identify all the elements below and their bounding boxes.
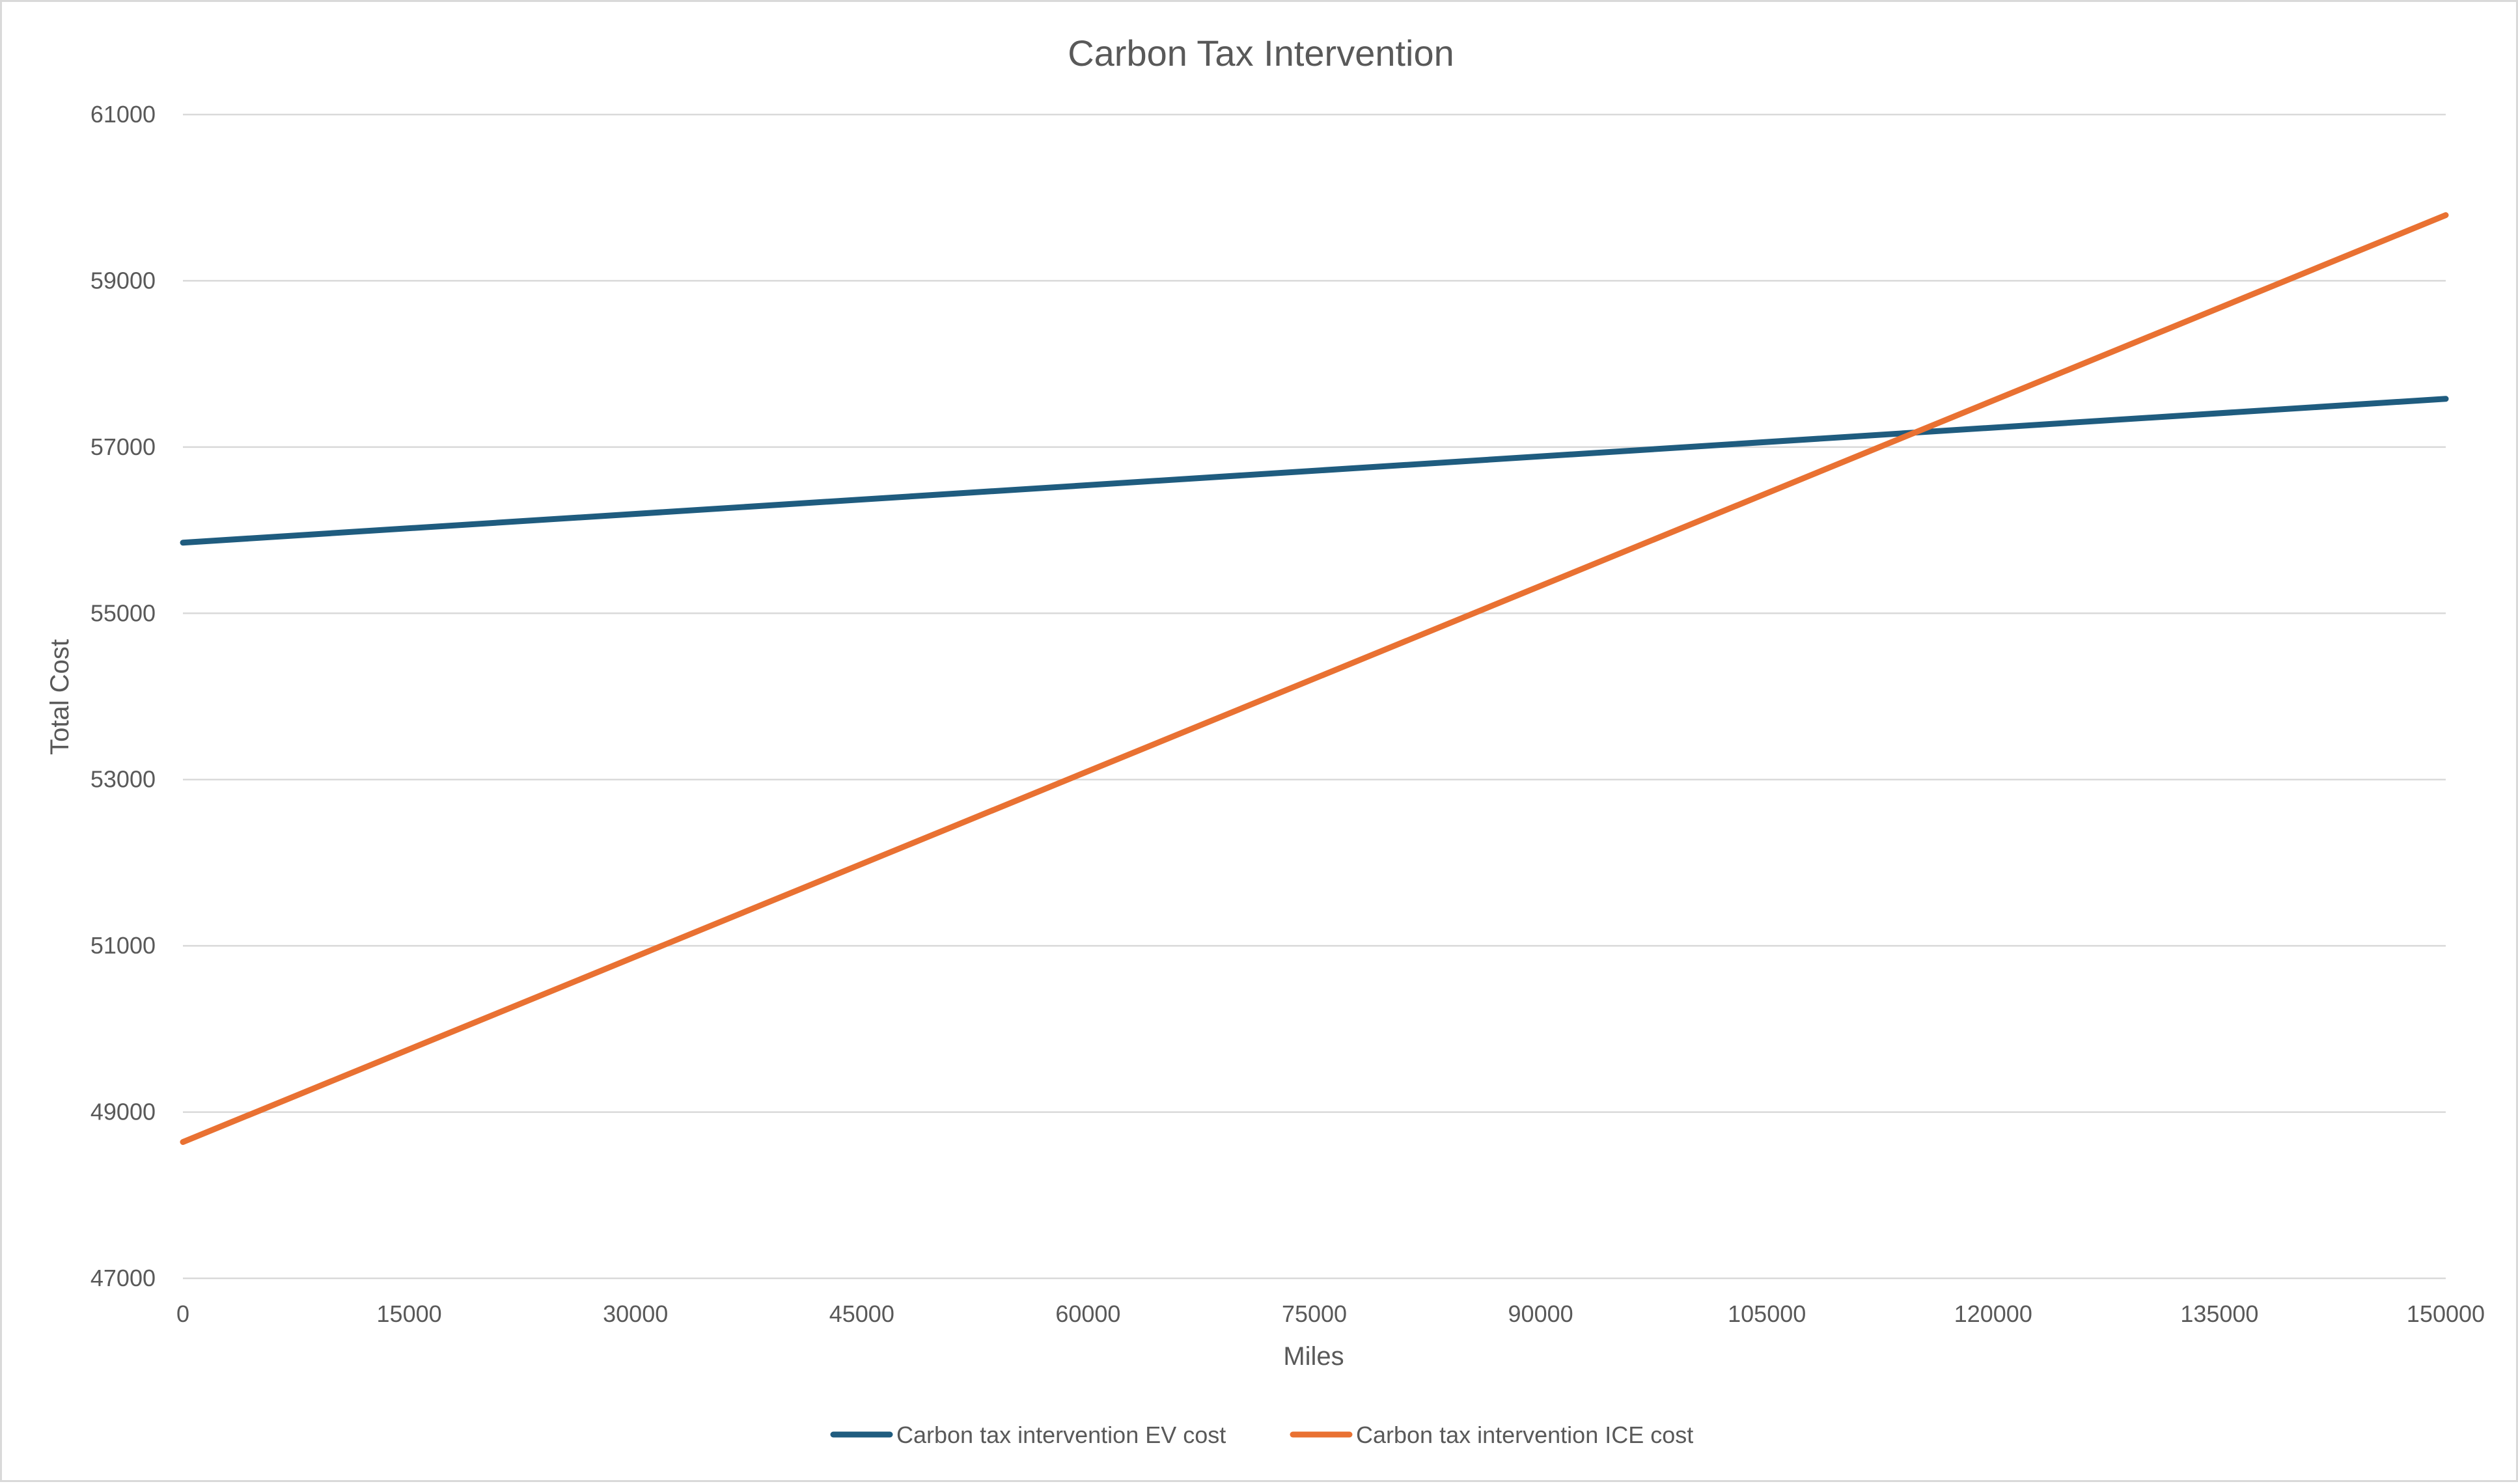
chart-title: Carbon Tax Intervention: [1068, 33, 1454, 74]
x-tick-label-75000: 75000: [1282, 1300, 1347, 1327]
grid-layer: [183, 113, 2446, 1280]
y-tick-label-59000: 59000: [90, 267, 156, 294]
x-tick-label-150000: 150000: [2407, 1300, 2485, 1327]
y-tick-label-51000: 51000: [90, 932, 156, 959]
y-tick-label-47000: 47000: [90, 1265, 156, 1291]
x-axis-ticks: 0 15000 30000 45000 60000 75000 90000 105000 120…: [176, 1300, 2485, 1327]
x-tick-label-0: 0: [176, 1300, 189, 1327]
series-line-ev-cost: [180, 396, 2449, 546]
series-layer: [180, 212, 2449, 1146]
x-tick-label-15000: 15000: [377, 1300, 442, 1327]
x-tick-label-30000: 30000: [603, 1300, 668, 1327]
x-tick-label-45000: 45000: [829, 1300, 894, 1327]
series-line-ice-cost: [180, 212, 2449, 1146]
legend: Carbon tax intervention EV cost Carbon ta…: [830, 1422, 1693, 1448]
x-tick-label-135000: 135000: [2180, 1300, 2258, 1327]
x-tick-label-90000: 90000: [1508, 1300, 1573, 1327]
legend-label-ice-cost: Carbon tax intervention ICE cost: [1356, 1422, 1693, 1448]
x-tick-label-60000: 60000: [1055, 1300, 1120, 1327]
legend-label-ev-cost: Carbon tax intervention EV cost: [896, 1422, 1226, 1448]
x-tick-label-105000: 105000: [1728, 1300, 1806, 1327]
y-axis-title: Total Cost: [46, 639, 74, 755]
y-tick-label-49000: 49000: [90, 1099, 156, 1125]
y-axis-ticks: 47000 49000 51000 53000 55000 57000 59000 61000: [90, 101, 156, 1291]
y-tick-label-61000: 61000: [90, 101, 156, 128]
y-tick-label-57000: 57000: [90, 433, 156, 460]
y-tick-label-53000: 53000: [90, 766, 156, 793]
x-tick-label-120000: 120000: [1954, 1300, 2032, 1327]
y-tick-label-55000: 55000: [90, 599, 156, 626]
x-axis-title: Miles: [1283, 1342, 1344, 1371]
